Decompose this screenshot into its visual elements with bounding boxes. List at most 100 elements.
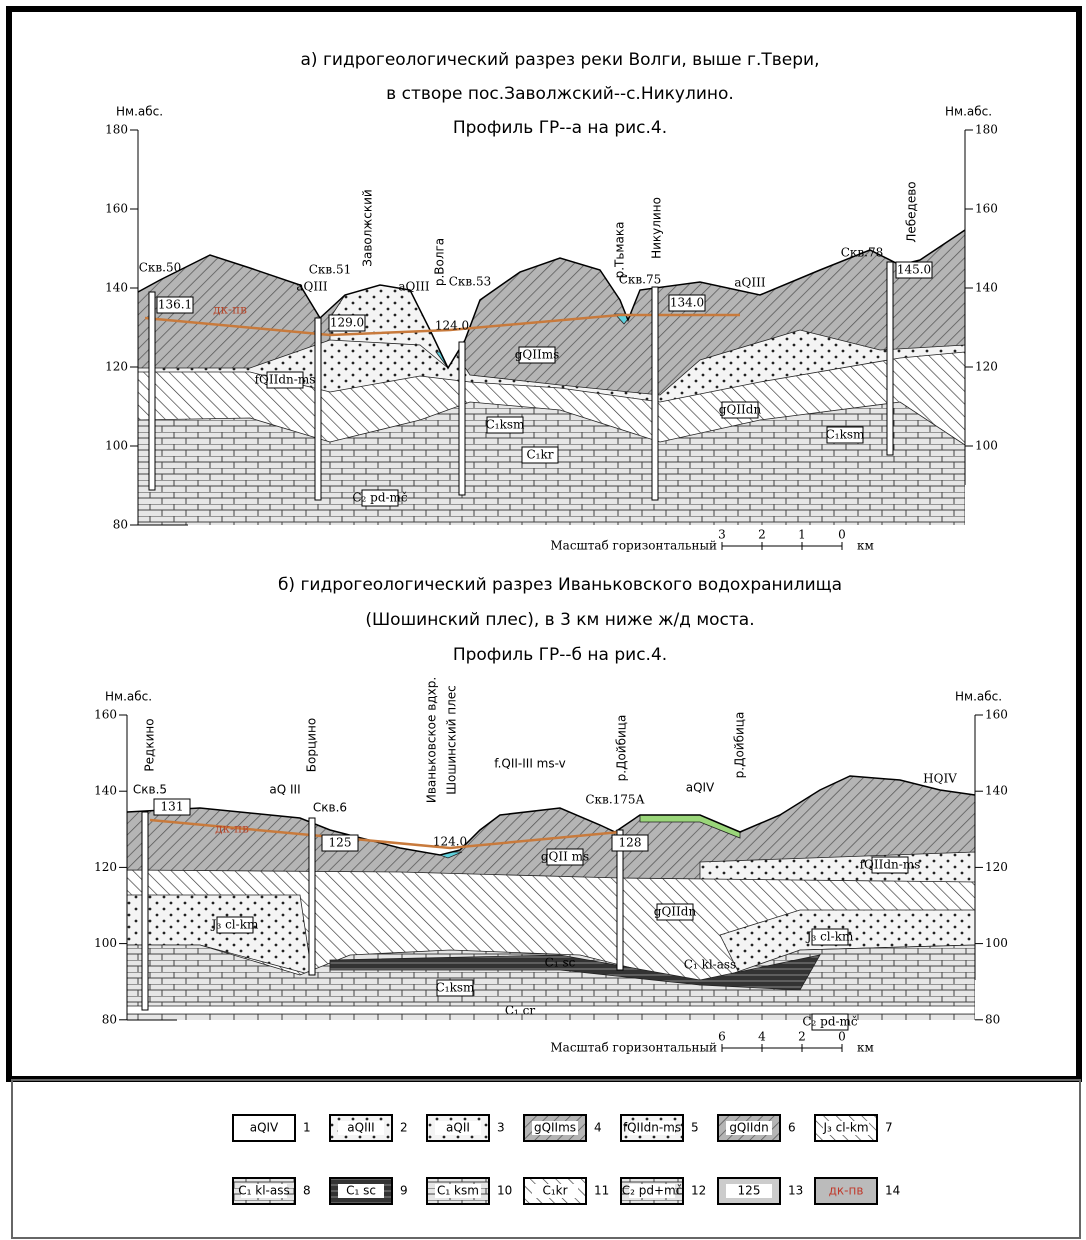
- label: дк-пв: [215, 822, 249, 836]
- section-b: б) гидрогеологический разрез Иваньковско…: [94, 0, 1008, 1055]
- label: 129.0: [330, 316, 364, 330]
- tick-label: 100: [975, 439, 998, 453]
- scale-tick: 2: [758, 528, 766, 542]
- label: fQIIdn-ms: [860, 858, 921, 872]
- scale-label: Масштаб горизонтальный: [550, 1041, 717, 1055]
- label: Скв.6: [313, 801, 347, 815]
- well: [652, 287, 658, 500]
- scale-unit: км: [857, 539, 874, 553]
- label: C₁ksm: [436, 981, 475, 995]
- label: Борцино: [305, 718, 319, 772]
- title-line: б) гидрогеологический разрез Иваньковско…: [278, 575, 842, 595]
- legend-code: gQIIdn: [729, 1121, 768, 1135]
- label: р.Тьмака: [613, 222, 627, 279]
- legend-number: 11: [594, 1184, 609, 1198]
- legend-code: J₃ cl-km: [822, 1121, 868, 1135]
- tick-label: 120: [985, 860, 1008, 874]
- label: 124.0: [433, 835, 467, 849]
- label: J₃ cl-km: [210, 918, 259, 932]
- label: р.Волга: [433, 238, 447, 286]
- label: C₁ksm: [486, 418, 525, 432]
- well: [149, 292, 155, 490]
- title-line: в створе пос.Заволжский--с.Никулино.: [386, 84, 734, 104]
- scale-tick: 0: [838, 1030, 846, 1044]
- label: Иваньковское вдхр.: [425, 677, 439, 803]
- tick-label: 80: [985, 1012, 1000, 1026]
- tick-label: 140: [94, 784, 117, 798]
- legend-code: C₁ kl-ass: [238, 1184, 289, 1198]
- label: fQIIdn-ms: [255, 373, 316, 387]
- layer: [127, 1006, 975, 1014]
- scale-label: Масштаб горизонтальный: [550, 539, 717, 553]
- scale-tick: 3: [718, 528, 726, 542]
- label: р.Дойбица: [733, 712, 747, 779]
- axis-label: Нм.абс.: [945, 105, 992, 119]
- tick-label: 80: [113, 518, 128, 532]
- legend-number: 2: [400, 1121, 408, 1135]
- label: 124.0: [435, 319, 469, 333]
- tick-label: 160: [94, 708, 117, 722]
- legend-number: 13: [788, 1184, 803, 1198]
- label: 136.1: [158, 298, 192, 312]
- scale-tick: 2: [798, 1030, 806, 1044]
- legend-code: дк-пв: [829, 1184, 864, 1198]
- well: [142, 812, 148, 1010]
- label: gQIIdn: [719, 403, 762, 417]
- legend-number: 4: [594, 1121, 602, 1135]
- legend-code: aQII: [446, 1121, 470, 1135]
- scale-tick: 1: [798, 528, 806, 542]
- tick-label: 140: [975, 281, 998, 295]
- tick-label: 120: [975, 360, 998, 374]
- label: C₁ksm: [826, 428, 865, 442]
- tick-label: 140: [105, 281, 128, 295]
- legend-code: C₁ ksm: [437, 1184, 479, 1198]
- label: Лебедево: [905, 181, 919, 242]
- label: C₁ kl-ass: [684, 958, 736, 972]
- label: Шошинский плес: [445, 685, 459, 795]
- title-line: Профиль ГР--а на рис.4.: [453, 118, 667, 138]
- tick-label: 180: [975, 123, 998, 137]
- label: 134.0: [670, 296, 704, 310]
- tick-label: 120: [94, 860, 117, 874]
- label: C₁kr: [527, 448, 554, 462]
- label: 128: [619, 836, 642, 850]
- axis-label: Нм.абс.: [116, 105, 163, 119]
- label: gQIIms: [515, 348, 560, 362]
- legend-number: 10: [497, 1184, 512, 1198]
- label: Никулино: [650, 197, 664, 259]
- label: aQIII: [296, 280, 327, 294]
- tick-label: 120: [105, 360, 128, 374]
- label: Скв.53: [449, 275, 492, 289]
- label: C₂ pd-mč: [352, 491, 408, 505]
- label: gQIIdn: [654, 905, 697, 919]
- label: Скв.78: [841, 246, 884, 260]
- tick-label: 80: [102, 1012, 117, 1026]
- label: Заволжский: [361, 189, 375, 266]
- legend-frame: [12, 1080, 1080, 1238]
- legend-number: 14: [885, 1184, 900, 1198]
- tick-label: 100: [985, 936, 1008, 950]
- section-a: а) гидрогеологический разрез реки Волги,…: [105, 0, 998, 600]
- label: aQIII: [734, 276, 765, 290]
- title-line: (Шошинский плес), в 3 км ниже ж/д моста.: [365, 610, 754, 630]
- scale-unit: км: [857, 1041, 874, 1055]
- label: gQII ms: [541, 850, 589, 864]
- tick-label: 140: [985, 784, 1008, 798]
- legend-code: aQIV: [250, 1121, 279, 1135]
- label: Скв.175А: [585, 793, 644, 807]
- scale-tick: 4: [758, 1030, 766, 1044]
- label: Скв.50: [139, 261, 182, 275]
- legend-code: C₁ sc: [346, 1184, 376, 1198]
- tick-label: 100: [94, 936, 117, 950]
- title-line: а) гидрогеологический разрез реки Волги,…: [301, 50, 820, 70]
- label: 131: [161, 800, 184, 814]
- well: [887, 262, 893, 455]
- well: [309, 818, 315, 975]
- legend-number: 8: [303, 1184, 311, 1198]
- legend-code: C₂ pd+mč: [622, 1184, 683, 1198]
- label: aQIV: [686, 781, 715, 795]
- label: Скв.5: [133, 783, 167, 797]
- tick-label: 160: [975, 202, 998, 216]
- tick-label: 160: [105, 202, 128, 216]
- label: C₂ pd-mč: [802, 1015, 858, 1029]
